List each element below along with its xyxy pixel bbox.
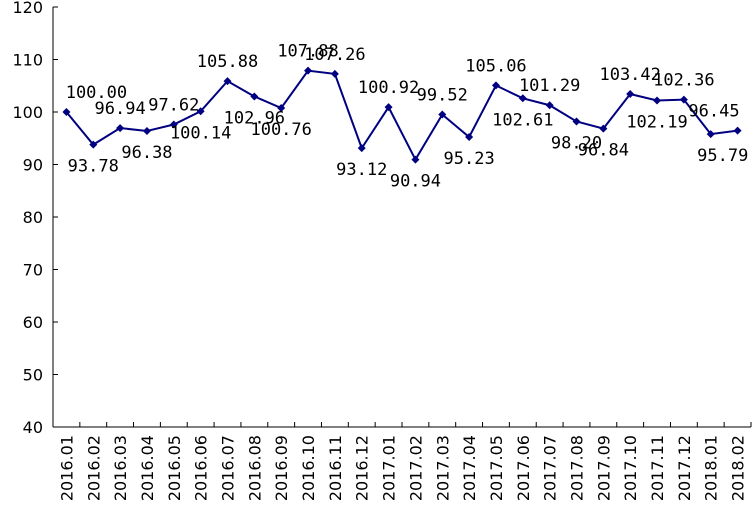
data-point (679, 95, 688, 104)
data-label: 105.06 (465, 56, 526, 76)
data-point (142, 127, 151, 136)
data-label: 103.42 (599, 65, 660, 85)
data-label: 96.38 (121, 143, 172, 163)
x-tick-label: 2016.03 (111, 435, 130, 501)
x-tick-label: 2016.01 (57, 435, 76, 501)
y-tick-label: 90 (23, 156, 43, 175)
data-label: 98.20 (551, 133, 602, 153)
y-tick-label: 80 (23, 208, 43, 227)
data-label: 100.00 (66, 83, 127, 103)
data-point (733, 126, 742, 135)
x-tick-label: 2017.01 (380, 435, 399, 501)
x-tick-label: 2016.04 (138, 435, 157, 501)
x-tick-label: 2017.10 (621, 435, 640, 501)
x-tick-label: 2016.08 (245, 435, 264, 501)
data-point (169, 120, 178, 129)
data-label: 96.94 (95, 99, 146, 119)
data-label: 93.12 (336, 160, 387, 180)
x-tick-label: 2017.03 (433, 435, 452, 501)
data-point (330, 69, 339, 78)
y-tick-label: 120 (12, 0, 43, 17)
x-tick-label: 2017.07 (541, 435, 560, 501)
x-tick-label: 2016.02 (84, 435, 103, 501)
data-label: 100.92 (358, 78, 419, 98)
data-point (411, 155, 420, 164)
data-point (223, 77, 232, 86)
data-labels: 100.00 93.78 96.94 96.38 97.62 100.14 105.88 10… (66, 42, 749, 192)
x-tick-label: 2016.06 (192, 435, 211, 501)
data-point (384, 103, 393, 112)
data-label: 100.14 (170, 123, 231, 143)
data-label: 102.36 (653, 71, 714, 91)
data-point (545, 101, 554, 110)
data-label: 97.62 (148, 95, 199, 115)
y-tick-label: 60 (23, 313, 43, 332)
data-point (357, 144, 366, 153)
data-point (438, 110, 447, 119)
data-label: 100.76 (250, 120, 311, 140)
data-point (572, 117, 581, 126)
x-tick-label: 2017.02 (406, 435, 425, 501)
data-label: 99.52 (417, 86, 468, 106)
data-point (491, 81, 500, 90)
data-point (599, 124, 608, 133)
x-tick-label: 2017.09 (594, 435, 613, 501)
data-label: 96.84 (578, 141, 629, 161)
series-group (62, 66, 742, 164)
data-point (304, 66, 313, 75)
x-tick-label: 2017.05 (487, 435, 506, 501)
data-point (465, 133, 474, 142)
x-tick-label: 2016.05 (165, 435, 184, 501)
y-tick-label: 50 (23, 366, 43, 385)
data-label: 90.94 (390, 172, 441, 192)
x-axis-ticks: 2016.01 2016.02 2016.03 2016.04 2016.05 2016.… (52, 422, 752, 501)
x-tick-label: 2016.07 (219, 435, 238, 501)
x-tick-label: 2018.02 (729, 435, 748, 501)
y-tick-label: 40 (23, 418, 43, 437)
data-label: 107.26 (304, 45, 365, 65)
data-point (706, 130, 715, 139)
x-tick-label: 2016.09 (272, 435, 291, 501)
data-point (196, 107, 205, 116)
y-tick-label: 110 (12, 51, 43, 70)
data-label: 102.61 (492, 110, 553, 130)
x-tick-label: 2017.08 (568, 435, 587, 501)
x-tick-label: 2017.06 (514, 435, 533, 501)
x-tick-label: 2017.11 (648, 435, 667, 501)
data-point (518, 94, 527, 103)
data-point (626, 90, 635, 99)
x-tick-label: 2016.10 (299, 435, 318, 501)
data-label: 95.79 (697, 146, 748, 166)
x-tick-label: 2018.01 (702, 435, 721, 501)
x-tick-label: 2016.12 (353, 435, 372, 501)
x-tick-label: 2017.12 (675, 435, 694, 501)
data-label: 96.45 (688, 102, 739, 122)
y-tick-label: 70 (23, 261, 43, 280)
data-point (89, 140, 98, 149)
data-label: 93.78 (68, 157, 119, 177)
x-tick-label: 2016.11 (326, 435, 345, 501)
series-line (65, 69, 738, 162)
data-point (277, 104, 286, 113)
data-label: 101.29 (519, 76, 580, 96)
y-axis-ticks: 40 50 60 70 80 90 100 110 120 (12, 0, 58, 437)
data-point (116, 124, 125, 133)
data-point (62, 108, 71, 116)
data-label: 102.96 (224, 108, 285, 128)
data-point (250, 92, 259, 101)
x-tick-label: 2017.04 (460, 435, 479, 501)
data-point (653, 96, 662, 105)
data-label: 107.88 (277, 42, 338, 62)
data-label: 105.88 (197, 52, 258, 72)
data-label: 95.23 (444, 149, 495, 169)
data-label: 102.19 (626, 113, 687, 133)
y-tick-label: 100 (12, 103, 43, 122)
